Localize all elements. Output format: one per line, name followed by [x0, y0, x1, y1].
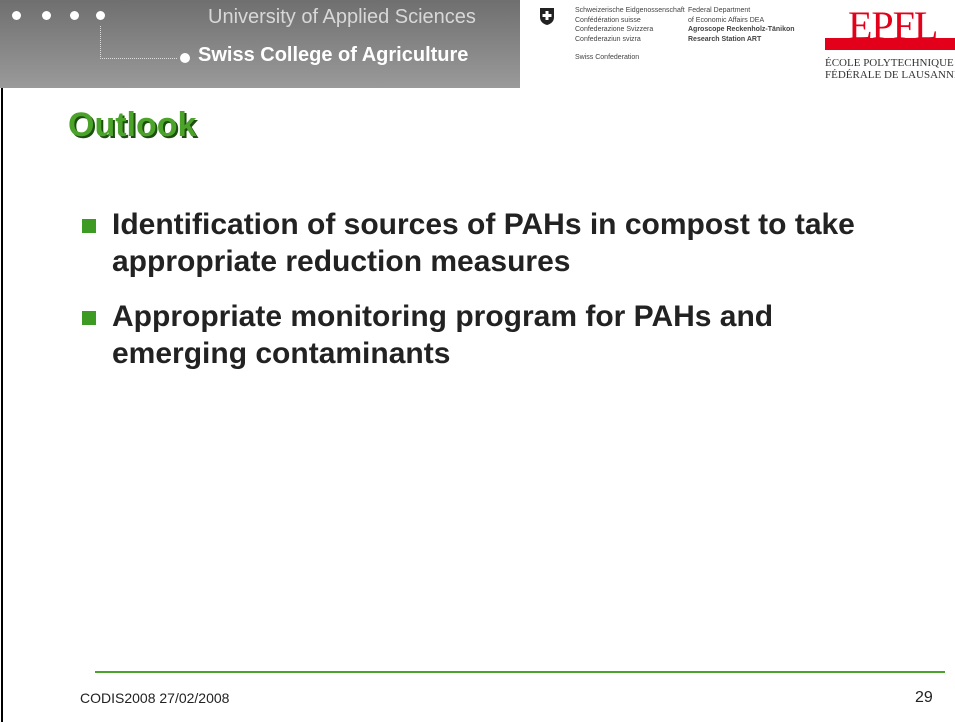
text: Agroscope Reckenholz-Tänikon — [688, 26, 795, 33]
swiss-shield — [540, 8, 554, 25]
footer-text: CODIS2008 27/02/2008 — [80, 690, 230, 706]
connector — [100, 26, 177, 59]
text: Confédération suisse — [575, 16, 641, 24]
title: Outlook — [68, 106, 197, 144]
text: Swiss Confederation — [575, 54, 640, 61]
bullet-text: Appropriate monitoring program for PAHs … — [112, 300, 774, 370]
text: Schweizerische Eidgenossenschaft — [575, 7, 685, 14]
dot — [180, 53, 190, 63]
footer-line — [95, 671, 945, 673]
page-number: 29 — [915, 689, 933, 706]
university: University of Applied Sciences — [208, 6, 476, 28]
bullet: Appropriate monitoring program for PAHs … — [82, 298, 902, 372]
department: Federal Department of Economic Affairs D… — [688, 6, 795, 44]
bullet-marker — [82, 219, 96, 233]
text: Confederaziun svizra — [575, 35, 641, 43]
border — [1, 88, 3, 722]
dot — [12, 11, 21, 20]
epfl-bar — [825, 38, 955, 50]
text: Federal Department — [688, 7, 751, 14]
confederation: Schweizerische Eidgenossenschaft Confédé… — [575, 6, 685, 63]
header-band: University of Applied Sciences Swiss Col… — [0, 0, 520, 88]
dot — [96, 11, 105, 20]
epfl-line: ÉCOLE POLYTECHNIQUE — [825, 57, 954, 69]
text: Confederazione Svizzera — [575, 26, 654, 33]
dot — [42, 11, 51, 20]
bullet: Identification of sources of PAHs in com… — [82, 206, 902, 280]
epfl-line: FÉDÉRALE DE LAUSANNE — [825, 69, 955, 81]
dot — [70, 11, 79, 20]
text: of Economic Affairs DEA — [688, 16, 765, 24]
text: Research Station ART — [688, 35, 762, 43]
college: Swiss College of Agriculture — [198, 44, 469, 66]
bullet-marker — [82, 311, 96, 325]
epfl-logo: EPFL — [848, 3, 938, 48]
bullet-text: Identification of sources of PAHs in com… — [112, 208, 855, 278]
